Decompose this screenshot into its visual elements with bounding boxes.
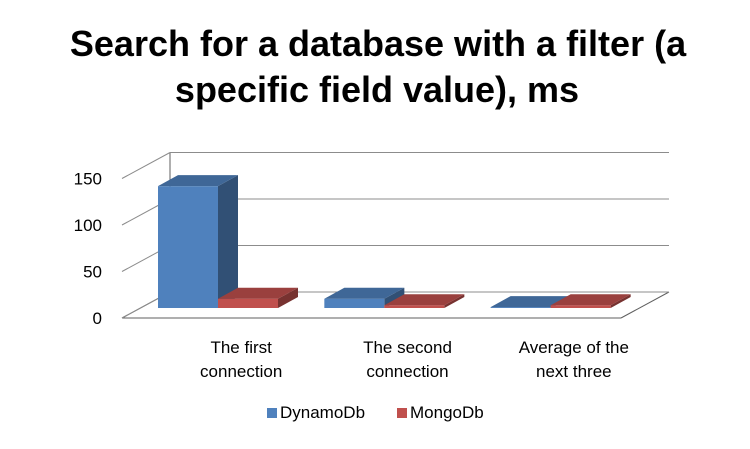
bar-front-face: [550, 305, 611, 308]
x-category-label: connection: [366, 362, 448, 381]
x-category-label: The first: [210, 338, 272, 357]
bar-mongodb-3: [550, 294, 631, 308]
y-tick-label: 0: [93, 309, 102, 328]
bar-top-face: [218, 287, 298, 299]
chart-title-line-1: Search for a database with a filter (a: [70, 23, 687, 64]
y-axis-ticks: 0 50 100 150: [74, 170, 102, 329]
y-tick-label: 100: [74, 216, 102, 235]
x-category-label: next three: [536, 362, 612, 381]
bar-top-face: [384, 294, 465, 306]
legend-label-dynamodb: DynamoDb: [280, 403, 365, 422]
legend-label-mongodb: MongoDb: [410, 403, 484, 422]
gridline-side: [121, 152, 171, 179]
bar-mongodb-2: [384, 294, 465, 308]
bar-top-face: [550, 294, 631, 306]
bar-top-face: [324, 287, 405, 299]
bar-side-face: [444, 294, 465, 308]
y-tick-label: 50: [83, 263, 102, 282]
bar-top-face: [158, 175, 238, 187]
legend-swatch-dynamodb: [267, 408, 277, 418]
bar-side-face: [610, 294, 631, 308]
bar-dynamodb-1: [158, 175, 238, 308]
bar-mongodb-1: [218, 287, 298, 308]
bar-side-face: [278, 287, 298, 308]
legend-swatch-mongodb: [397, 408, 407, 418]
bar-front-face: [158, 186, 218, 308]
bar-side-face: [218, 175, 238, 308]
legend: DynamoDb MongoDb: [267, 403, 484, 422]
y-tick-label: 150: [74, 170, 102, 189]
bar-top-face: [490, 296, 571, 308]
floor-right-edge: [620, 291, 670, 319]
x-category-label: connection: [200, 362, 282, 381]
bar-front-face: [218, 298, 278, 308]
bar-front-face: [384, 305, 445, 308]
bar-front-face: [490, 307, 551, 308]
chart-title-line-2: specific field value), ms: [175, 69, 579, 110]
x-category-label: Average of the: [519, 338, 629, 357]
bars: [158, 175, 631, 308]
x-category-label: The second: [363, 338, 452, 357]
bar-front-face: [324, 298, 385, 308]
x-axis-categories: The first connection The second connection A…: [200, 338, 629, 381]
